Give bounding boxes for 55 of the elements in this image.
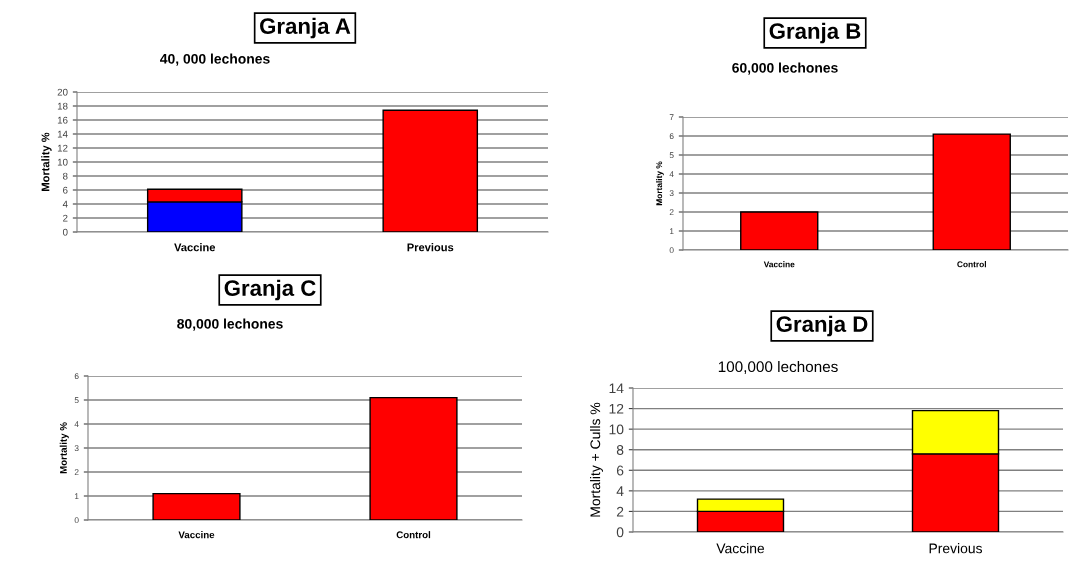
- y-tick-label: 2: [74, 469, 79, 476]
- y-tick-label: 4: [669, 171, 674, 178]
- y-tick-label: 4: [62, 200, 68, 208]
- y-axis-title: Mortality %: [59, 422, 69, 474]
- x-tick-label: Vaccine: [763, 261, 795, 268]
- y-tick-label: 18: [57, 102, 68, 110]
- chart-subtitle: 80,000 lechones: [177, 318, 283, 331]
- y-tick-label: 12: [609, 403, 624, 414]
- chart-title: Granja C: [224, 279, 316, 301]
- y-tick-label: 2: [63, 214, 68, 222]
- y-tick-label: 6: [616, 465, 624, 476]
- y-tick-label: 2: [616, 506, 624, 517]
- y-tick-label: 6: [63, 186, 68, 194]
- y-tick-label: 14: [609, 383, 624, 394]
- y-tick-label: 10: [57, 158, 68, 166]
- y-tick-label: 1: [74, 493, 79, 500]
- y-tick-label: 14: [57, 130, 68, 138]
- x-tick-label: Vaccine: [716, 543, 765, 554]
- y-tick-label: 2: [669, 209, 674, 216]
- x-tick-label: Previous: [407, 243, 454, 252]
- y-tick-label: 12: [57, 144, 68, 152]
- x-tick-label: Previous: [929, 543, 983, 554]
- x-tick-label: Control: [957, 261, 986, 268]
- chart-title: Granja D: [776, 315, 868, 337]
- bar: [382, 109, 479, 232]
- y-tick-label: 16: [57, 116, 68, 124]
- y-tick-label: 4: [616, 486, 624, 496]
- y-axis-title: Mortality + Culls %: [590, 402, 603, 517]
- y-axis-title: Mortality %: [656, 161, 664, 206]
- chart-title: Granja B: [769, 22, 861, 44]
- x-tick-label: Vaccine: [178, 531, 215, 539]
- y-tick-label: 0: [616, 527, 624, 538]
- y-tick-label: 5: [74, 397, 79, 404]
- y-tick-label: 3: [74, 445, 79, 452]
- y-tick-label: 0: [74, 517, 79, 524]
- chart-subtitle: 100,000 lechones: [718, 360, 838, 374]
- y-tick-label: 0: [669, 247, 674, 254]
- chart-subtitle: 60,000 lechones: [732, 62, 838, 75]
- y-tick-label: 8: [62, 172, 68, 180]
- x-tick-label: Control: [396, 531, 431, 539]
- y-tick-label: 6: [669, 133, 674, 140]
- y-tick-label: 1: [669, 228, 674, 235]
- y-axis-title: Mortality %: [41, 132, 52, 191]
- y-tick-label: 4: [74, 421, 79, 428]
- chart-subtitle: 40, 000 lechones: [160, 53, 270, 66]
- x-tick-label: Vaccine: [174, 243, 216, 252]
- chart-title: Granja A: [260, 17, 351, 39]
- y-tick-label: 3: [669, 190, 674, 197]
- y-tick-label: 7: [669, 114, 674, 121]
- y-tick-label: 0: [62, 228, 68, 236]
- y-tick-label: 8: [616, 445, 624, 455]
- y-tick-label: 20: [57, 88, 68, 96]
- y-tick-label: 5: [669, 152, 674, 159]
- y-tick-label: 10: [609, 424, 624, 435]
- y-tick-label: 6: [74, 373, 79, 380]
